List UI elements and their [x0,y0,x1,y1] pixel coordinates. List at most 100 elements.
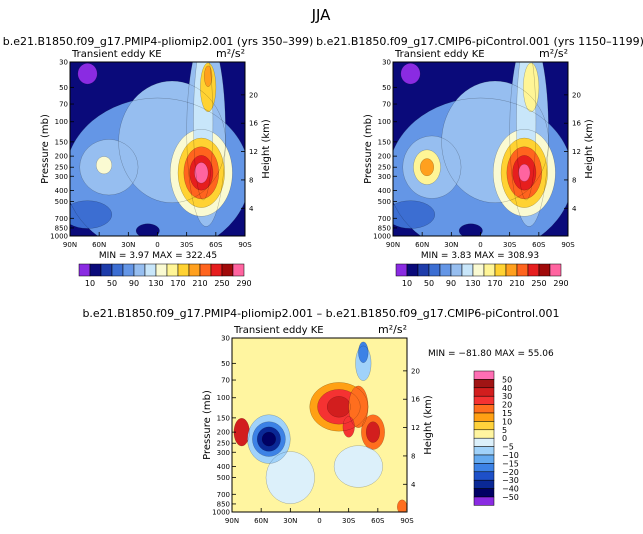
contour-region [194,162,209,184]
x-tick-label: 30N [121,241,135,249]
x-tick-label: 90S [238,241,252,249]
contour-line [317,389,361,425]
colorbar-label: 20 [502,401,512,410]
colorbar-label: −40 [502,485,519,494]
y-tick-label: 200 [55,153,68,161]
contour-line [441,80,549,203]
height-axis-label: Height (km) [423,395,434,455]
contour-line [518,163,531,182]
height-tick-label: 8 [572,176,576,184]
contour-line [204,65,213,87]
colorbar-label: 290 [236,279,251,288]
colorbar-swatch [473,479,495,489]
y-tick-label: 50 [59,84,68,92]
contour-line [186,62,226,227]
colorbar-swatch [461,263,474,277]
contour-line [200,62,217,112]
contour-line [509,62,549,227]
colorbar: 10 50 90 130 170 210 250 290 [78,263,252,288]
height-tick-label: 16 [411,396,420,404]
y-tick-label: 50 [221,360,230,368]
colorbar-label: 40 [502,384,512,393]
colorbar-swatch [199,263,212,277]
y-tick-label: 1000 [373,233,391,241]
height-tick-label: 20 [249,91,258,99]
colorbar-swatch [78,263,91,277]
heatmap-field [70,62,245,236]
colorbar-label: 10 [502,417,512,426]
colorbar-label: 90 [446,279,456,288]
y-tick-label: 400 [55,187,68,195]
contour-line [118,80,226,203]
height-tick-label: 16 [572,120,581,128]
height-tick-label: 20 [572,91,581,99]
colorbar-swatch [473,463,495,473]
y-tick-label: 30 [59,59,68,67]
contour-line [400,63,421,85]
x-tick-label: 60S [209,241,223,249]
y-tick-label: 50 [382,84,391,92]
contour-line [193,62,214,201]
colorbar-swatch [473,421,495,431]
contour-line [500,137,548,208]
panel-title: b.e21.B1850.f09_g17.PMIP4-pliomip2.001 –… [82,307,559,320]
contour-region [334,445,383,488]
colorbar-swatch [538,263,551,277]
contour-region [348,385,369,428]
colorbar-swatch [473,429,495,439]
contour-line [458,223,483,236]
axes: 90N 60N 30N 0 30S 60S 90S 30 50 70 100 150 200 250300… [202,335,434,526]
contour-region [366,421,380,443]
height-tick-label: 4 [572,205,577,213]
y-tick-label: 700 [217,491,230,499]
y-tick-label: 250 [55,164,68,172]
contour-region [518,164,531,182]
colorbar-label: −50 [502,493,519,502]
x-tick-label: 60N [92,241,106,249]
colorbar-swatch [188,263,201,277]
x-tick-label: 90N [63,241,77,249]
y-tick-label: 30 [221,335,230,343]
y-tick-label: 100 [217,394,230,402]
colorbar-swatch [155,263,168,277]
y-tick-label: 850 [55,224,68,232]
colorbar-label: 5 [502,426,507,435]
colorbar-swatch [516,263,529,277]
x-tick-label: 60N [254,517,268,525]
contour-line [342,416,355,438]
field-label: Transient eddy KE [71,49,162,60]
units-label: m²/s² [539,47,568,60]
colorbar-label: 130 [465,279,480,288]
colorbar-swatch [473,404,495,414]
colorbar-swatch [144,263,157,277]
colorbar-swatch [473,496,495,506]
colorbar-label: −5 [502,443,514,452]
x-tick-label: 30N [283,517,297,525]
y-axis-label: Pressure (mb) [202,390,213,460]
contour-line [355,345,372,381]
contour-line [393,200,435,229]
x-tick-label: 0 [317,517,321,525]
axes: 90N 60N 30N 0 30S 60S 90S 30 50 70 100 150 200 250300… [40,59,272,250]
y-tick-label: 1000 [50,233,68,241]
colorbar-label: 170 [487,279,502,288]
colorbar-swatch [406,263,419,277]
contour-line [333,445,383,488]
y-tick-label: 150 [378,138,391,146]
colorbar-swatch [473,379,495,389]
contour-region [266,451,315,504]
colorbar-swatch [473,488,495,498]
contour-region [397,499,407,512]
colorbar-swatch [473,437,495,447]
units-label: m²/s² [378,323,407,336]
colorbar-swatch [133,263,146,277]
contour-region [77,63,98,85]
y-tick-label: 100 [55,118,68,126]
colorbar-label: 0 [502,434,507,443]
panel-picontrol: b.e21.B1850.f09_g17.CMIP6-piControl.001 … [316,35,643,288]
x-tick-label: 60S [532,241,546,249]
x-tick-label: 90S [561,241,575,249]
colorbar-swatch [428,263,441,277]
height-tick-label: 12 [572,148,581,156]
contour-line [261,431,276,447]
